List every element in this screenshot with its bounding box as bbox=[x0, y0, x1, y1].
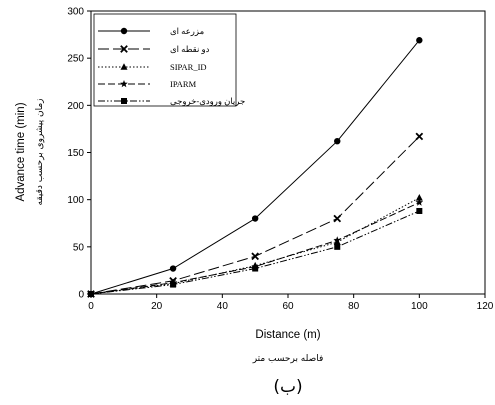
series-line bbox=[90, 210, 420, 295]
data-point bbox=[415, 198, 424, 206]
series-3 bbox=[87, 193, 423, 297]
legend-marker bbox=[120, 80, 128, 88]
data-point bbox=[170, 281, 177, 288]
legend-marker bbox=[120, 27, 128, 35]
y-tick-label: 0 bbox=[78, 290, 84, 301]
axis-ticks: 0 20 40 60 80 100 120 0 50 100 150 200 250 300 bbox=[67, 7, 493, 313]
x-marker-stroke bbox=[120, 45, 128, 53]
data-point bbox=[169, 265, 177, 272]
x-axis-title-persian: فاصله برحسب متر bbox=[252, 354, 324, 364]
legend-marker bbox=[120, 45, 128, 53]
legend-marker bbox=[121, 98, 127, 104]
x-marker-stroke bbox=[415, 132, 424, 141]
legend-marker bbox=[120, 63, 128, 70]
legend-box bbox=[93, 13, 237, 107]
data-point bbox=[252, 265, 259, 272]
data-point bbox=[251, 215, 259, 222]
x-axis-title: Distance (m) bbox=[255, 329, 320, 341]
data-point bbox=[333, 214, 342, 223]
legend-label: مزرعه ای bbox=[170, 26, 205, 37]
legend-label: IPARM bbox=[170, 79, 197, 89]
x-tick-label: 120 bbox=[477, 301, 494, 312]
y-axis-title-persian: زمان پیشروی برحسب دقیقه bbox=[35, 98, 45, 205]
legend-label: جریان ورودی-خروجی bbox=[170, 96, 245, 107]
legend: مزرعه ای دو نقطه ای SIPAR_ID IPARM جریان ورو… bbox=[93, 13, 245, 107]
legend-label: SIPAR_ID bbox=[170, 62, 207, 72]
series-4 bbox=[87, 198, 424, 298]
x-tick-label: 0 bbox=[88, 301, 94, 312]
data-point bbox=[251, 252, 260, 261]
legend-label: دو نقطه ای bbox=[170, 44, 210, 55]
x-marker-stroke bbox=[251, 252, 260, 261]
data-point bbox=[416, 207, 423, 214]
y-tick-label: 300 bbox=[67, 7, 84, 18]
series-5 bbox=[88, 207, 423, 297]
data-point bbox=[334, 137, 341, 145]
y-tick-label: 200 bbox=[67, 101, 84, 112]
series-line bbox=[90, 197, 420, 295]
x-tick-label: 60 bbox=[282, 301, 294, 312]
data-point bbox=[334, 243, 341, 250]
series-layer bbox=[87, 37, 424, 298]
series-2 bbox=[87, 132, 424, 298]
x-tick-label: 20 bbox=[151, 301, 163, 312]
data-point bbox=[333, 236, 342, 244]
data-point bbox=[415, 193, 423, 201]
data-point bbox=[416, 37, 423, 44]
data-point bbox=[415, 132, 424, 141]
y-tick-label: 50 bbox=[73, 242, 85, 253]
y-axis-title: Advance time (min) bbox=[15, 102, 27, 201]
data-point bbox=[88, 291, 94, 297]
panel-label: (ب) bbox=[273, 377, 302, 397]
x-tick-label: 80 bbox=[348, 301, 360, 312]
x-tick-label: 40 bbox=[217, 301, 229, 312]
y-tick-label: 150 bbox=[67, 148, 84, 159]
y-tick-label: 250 bbox=[67, 54, 84, 65]
x-marker-stroke bbox=[333, 214, 342, 223]
x-tick-label: 100 bbox=[411, 301, 428, 312]
y-tick-label: 100 bbox=[67, 195, 84, 206]
